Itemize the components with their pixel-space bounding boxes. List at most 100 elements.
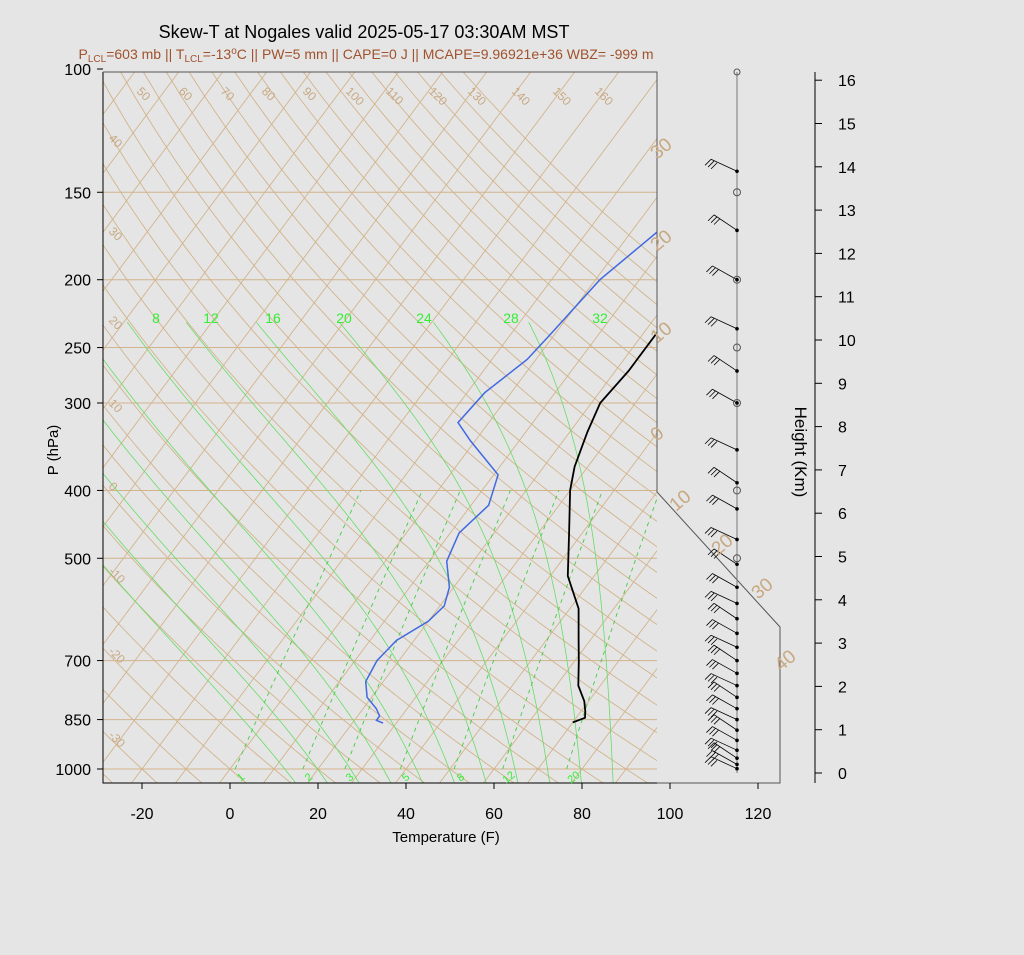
wind-barb-feather	[709, 728, 715, 734]
mixing-ratio-line	[345, 490, 461, 769]
isotherm-label: 140	[509, 84, 533, 108]
height-tick-label: 15	[838, 117, 856, 134]
wind-barb-feather	[714, 686, 720, 692]
wind-barb-feather	[706, 695, 712, 701]
wind-barb-feather	[708, 215, 714, 221]
wind-barb-feather	[705, 159, 711, 165]
isotherm-line	[967, 69, 1024, 784]
wind-barb-feather	[708, 593, 714, 599]
wind-barb-feather	[706, 620, 712, 626]
wind-barb-feather	[711, 647, 717, 653]
wind-barb-feather	[712, 730, 718, 736]
wind-barb-staff	[712, 389, 737, 403]
x-tick-label: -20	[130, 806, 153, 823]
mixing-ratio-label: 5	[400, 771, 412, 784]
height-tick-label: 8	[838, 420, 847, 437]
isotherm-line	[0, 69, 49, 784]
isotherm-line	[0, 69, 181, 784]
wind-barb-feather	[708, 529, 714, 535]
y-tick-label: 700	[64, 654, 91, 671]
wind-barb-feather	[714, 471, 720, 477]
grid-layer	[0, 69, 1024, 784]
isotherm-line	[835, 69, 1024, 784]
height-tick-label: 6	[838, 506, 847, 523]
wind-barb-feather	[706, 660, 712, 666]
wind-barb-feather	[714, 649, 720, 655]
mixing-ratio-label: 12	[501, 769, 518, 786]
wind-barb-feather	[706, 495, 712, 501]
dry-adiabat-label-right: 10	[666, 486, 696, 516]
wind-barb-staff	[712, 727, 737, 741]
dry-adiabat-label: -30	[106, 728, 128, 750]
x-tick-label: 60	[485, 806, 503, 823]
dry-adiabat	[0, 69, 203, 784]
dry-adiabat	[438, 69, 1024, 784]
wind-barb-feather	[712, 270, 718, 276]
wind-barb-feather	[711, 760, 717, 766]
wind-barb-feather	[708, 603, 714, 609]
dry-adiabat	[301, 69, 1024, 784]
isotherm-label: 60	[176, 84, 196, 104]
wind-barb-staff	[712, 695, 737, 709]
wind-barb-feather	[706, 266, 712, 272]
y-axis-label: P (hPa)	[45, 425, 62, 476]
moist-adiabat-label: 28	[503, 310, 519, 326]
isotherm-line	[923, 69, 1024, 784]
dry-adiabat	[0, 69, 649, 784]
series-layer	[366, 69, 1000, 723]
wind-barb-feather	[714, 746, 720, 752]
dry-adiabat-label-right: 40	[771, 646, 801, 676]
moist-adiabat	[0, 322, 360, 784]
wind-barb-feather	[711, 441, 717, 447]
wind-barb-feather	[705, 708, 711, 714]
x-axis-label: Temperature (F)	[392, 829, 500, 846]
wind-barb-feather	[708, 645, 714, 651]
mixing-ratio-line	[454, 490, 559, 769]
wind-barb-feather	[712, 577, 718, 583]
wind-barb-feather	[709, 661, 715, 667]
wind-barb-feather	[706, 727, 712, 733]
moist-adiabat	[433, 322, 581, 784]
moist-adiabat	[0, 322, 328, 784]
dry-adiabat	[461, 69, 1024, 784]
isotherm-line	[43, 69, 577, 784]
wind-barb-feather	[711, 469, 717, 475]
height-tick-label: 12	[838, 246, 856, 263]
wind-barb-feather	[711, 605, 717, 611]
wind-barb-feather	[706, 751, 712, 757]
wind-barb-feather	[711, 320, 717, 326]
y-tick-label: 850	[64, 713, 91, 730]
chart-title: Skew-T at Nogales valid 2025-05-17 03:30…	[159, 22, 570, 42]
wind-barb-staff	[714, 603, 737, 618]
x-tick-label: 40	[397, 806, 415, 823]
wind-barb-feather	[709, 697, 715, 703]
wind-barb-feather	[708, 319, 714, 325]
height-tick-label: 3	[838, 636, 847, 653]
isotherm-line	[219, 69, 753, 784]
wind-barb-feather	[708, 637, 714, 643]
dry-adiabat	[256, 69, 1024, 784]
dry-adiabat-label: 30	[106, 224, 126, 244]
isotherm-line	[0, 69, 137, 784]
isotherm-label: 80	[259, 84, 279, 104]
wind-barb-feather	[708, 675, 714, 681]
wind-barb-feather	[712, 623, 718, 629]
height-tick-label: 2	[838, 679, 847, 696]
wind-barb-feather	[708, 467, 714, 473]
y-tick-label: 300	[64, 396, 91, 413]
wind-barb-feather	[708, 709, 714, 715]
mixing-ratio-label: 3	[344, 771, 356, 784]
wind-barb-staff	[712, 660, 737, 674]
isotherm-line	[483, 69, 1017, 784]
wind-barb-staff	[714, 467, 737, 482]
wind-barb-feather	[705, 635, 711, 641]
wind-barb-feather	[709, 497, 715, 503]
isotherm-line	[175, 69, 709, 784]
temperature-profile	[568, 69, 1000, 722]
wind-barb-feather	[708, 356, 714, 362]
wind-barb-staff	[714, 715, 737, 730]
isotherm-line	[0, 69, 225, 784]
dry-adiabat-label: -10	[106, 564, 128, 586]
